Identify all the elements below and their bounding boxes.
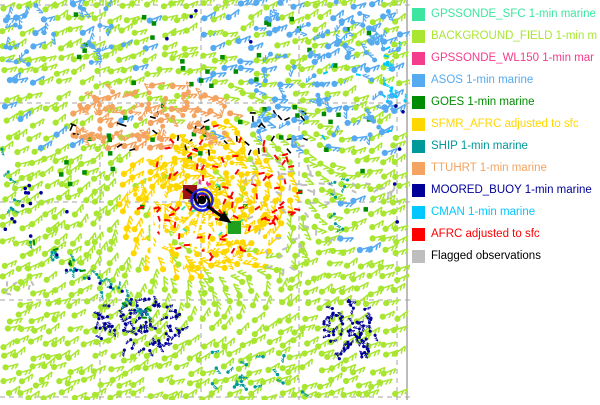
legend-swatch-sfmr-afrc <box>412 118 425 131</box>
legend-swatch-asos <box>412 74 425 87</box>
legend-label-cman: CMAN 1-min marine <box>431 206 535 218</box>
legend-item-sfmr-afrc: SFMR_AFRC adjusted to sfc <box>412 113 600 135</box>
legend-swatch-ttuhrt <box>412 162 425 175</box>
legend-item-goes: GOES 1-min marine <box>412 91 600 113</box>
legend-item-afrc: AFRC adjusted to sfc <box>412 223 600 245</box>
legend-swatch-moored-buoy <box>412 184 425 197</box>
legend-item-gpssonde-wl150: GPSSONDE_WL150 1-min mar <box>412 47 600 69</box>
observation-field-plot <box>0 0 410 400</box>
legend-item-flagged: Flagged observations <box>412 245 600 267</box>
legend-swatch-cman <box>412 206 425 219</box>
legend-item-moored-buoy: MOORED_BUOY 1-min marine <box>412 179 600 201</box>
legend: GPSSONDE_SFC 1-min marine BACKGROUND_FIE… <box>412 3 600 267</box>
wind-barb-map <box>0 0 410 400</box>
legend-item-gpssonde-sfc: GPSSONDE_SFC 1-min marine <box>412 3 600 25</box>
legend-label-sfmr-afrc: SFMR_AFRC adjusted to sfc <box>431 118 579 130</box>
legend-item-ttuhrt: TTUHRT 1-min marine <box>412 157 600 179</box>
legend-swatch-flagged <box>412 250 425 263</box>
legend-swatch-gpssonde-wl150 <box>412 52 425 65</box>
legend-swatch-ship <box>412 140 425 153</box>
legend-swatch-goes <box>412 96 425 109</box>
legend-label-afrc: AFRC adjusted to sfc <box>431 228 540 240</box>
legend-label-gpssonde-sfc: GPSSONDE_SFC 1-min marine <box>431 8 596 20</box>
legend-label-gpssonde-wl150: GPSSONDE_WL150 1-min mar <box>431 52 594 64</box>
legend-label-asos: ASOS 1-min marine <box>431 74 533 86</box>
legend-label-background-field: BACKGROUND_FIELD 1-min m <box>431 30 597 42</box>
legend-swatch-gpssonde-sfc <box>412 8 425 21</box>
legend-label-goes: GOES 1-min marine <box>431 96 535 108</box>
legend-item-asos: ASOS 1-min marine <box>412 69 600 91</box>
legend-label-ship: SHIP 1-min marine <box>431 140 528 152</box>
legend-label-flagged: Flagged observations <box>431 250 541 262</box>
legend-label-moored-buoy: MOORED_BUOY 1-min marine <box>431 184 592 196</box>
legend-label-ttuhrt: TTUHRT 1-min marine <box>431 162 547 174</box>
legend-swatch-afrc <box>412 228 425 241</box>
legend-item-cman: CMAN 1-min marine <box>412 201 600 223</box>
legend-swatch-background-field <box>412 30 425 43</box>
legend-item-background-field: BACKGROUND_FIELD 1-min m <box>412 25 600 47</box>
track-end-square <box>228 221 241 234</box>
legend-item-ship: SHIP 1-min marine <box>412 135 600 157</box>
